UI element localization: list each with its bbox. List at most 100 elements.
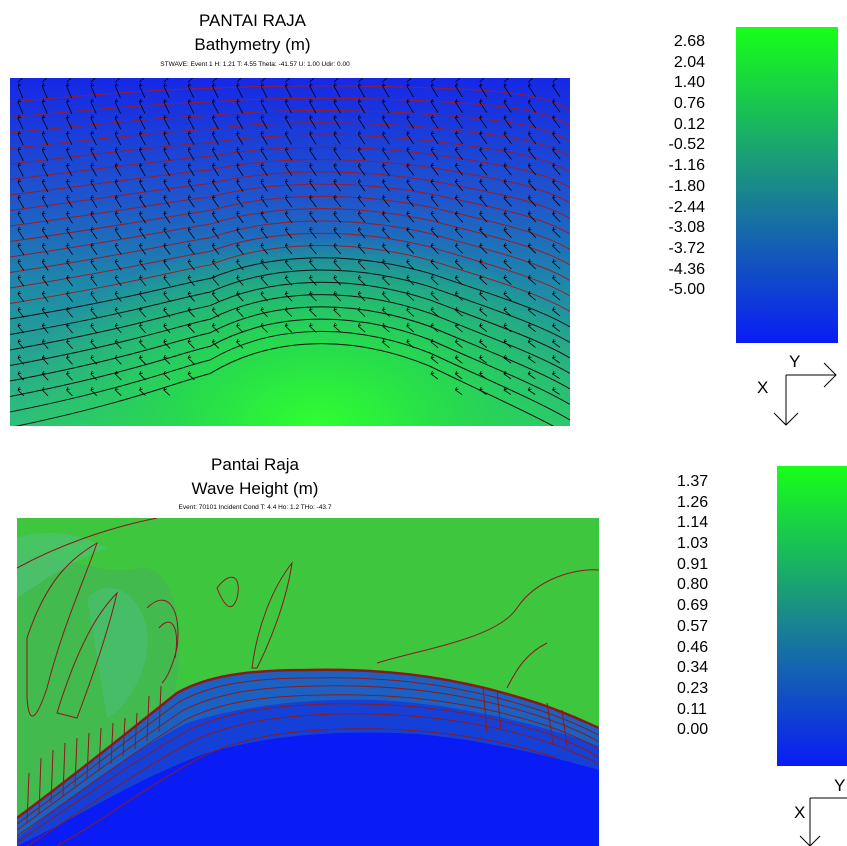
- wave-vector: [382, 306, 390, 317]
- wave-vector: [41, 210, 49, 224]
- wave-vector: [260, 162, 268, 177]
- wave-vector: [211, 258, 220, 271]
- legend-tick-label: -2.44: [668, 198, 705, 216]
- wave-vector: [333, 78, 340, 83]
- wave-vector: [333, 146, 341, 161]
- wave-vector: [479, 290, 488, 301]
- wave-vector: [139, 386, 146, 396]
- wave-vector: [284, 130, 293, 145]
- wave-vector: [406, 210, 415, 223]
- contour-line: [10, 281, 570, 359]
- wave-vector: [552, 226, 561, 238]
- wave-vector: [552, 242, 561, 254]
- wave-vector: [503, 322, 512, 333]
- wave-vector: [527, 114, 537, 129]
- wave-vector: [260, 210, 268, 224]
- wave-vector: [357, 114, 366, 129]
- wave-vector: [284, 226, 293, 239]
- wave-vector: [357, 210, 366, 223]
- wave-vector: [357, 130, 366, 145]
- wave-vector: [90, 130, 97, 146]
- wave-vector: [163, 322, 171, 334]
- wave-vector: [454, 130, 463, 145]
- wave-vector: [236, 274, 244, 286]
- wave-vector: [163, 338, 171, 349]
- wave-vector: [211, 322, 220, 333]
- legend-tick-label: 1.37: [677, 473, 709, 490]
- wave-vector: [260, 290, 268, 302]
- wave-vector: [163, 98, 170, 114]
- wave-vector: [479, 162, 488, 176]
- contour-line: [10, 269, 570, 343]
- wave-vector: [187, 130, 195, 145]
- wave-vector: [454, 194, 464, 207]
- wave-vector: [479, 370, 487, 380]
- wave-vector: [479, 306, 488, 317]
- legend-tick-label: -3.08: [668, 219, 705, 237]
- chart1-caption: STWAVE: Event 1 H: 1.21 T: 4.55 Theta: -…: [160, 61, 350, 68]
- wave-vector: [406, 306, 415, 317]
- wave-vector: [357, 82, 366, 98]
- wave-vector: [454, 338, 463, 348]
- wave-vector: [333, 258, 342, 270]
- wave-vector: [114, 242, 122, 255]
- wave-vector: [552, 274, 561, 285]
- wave-vector: [309, 210, 317, 223]
- wave-vector: [552, 146, 561, 160]
- wave-vector: [527, 354, 536, 364]
- wave-vector: [17, 290, 25, 303]
- wave-vector: [211, 146, 219, 161]
- legend-tick-label: 2.04: [673, 53, 705, 71]
- wave-vector: [552, 78, 558, 83]
- wave-vector: [17, 370, 25, 381]
- wave-vector: [41, 114, 48, 130]
- wave-vector: [211, 274, 220, 286]
- wave-vector: [236, 226, 244, 239]
- wave-vector: [552, 210, 561, 223]
- wave-vector: [284, 306, 293, 317]
- wave-vector: [479, 114, 488, 129]
- wave-vector: [552, 114, 561, 129]
- wave-vector: [357, 306, 366, 317]
- wave-vector: [163, 78, 169, 83]
- contour-line: [10, 171, 570, 219]
- chart1-subtitle: Bathymetry (m): [194, 35, 311, 54]
- wave-vector: [527, 82, 536, 98]
- wave-vector: [552, 338, 561, 348]
- wave-vector: [236, 290, 244, 302]
- wave-vector: [552, 258, 561, 270]
- wave-vector: [503, 338, 512, 348]
- wave-vector: [66, 130, 73, 146]
- wave-vector: [527, 274, 537, 285]
- wave-vector: [211, 226, 220, 239]
- wave-vector: [309, 242, 317, 255]
- wave-vector: [260, 194, 268, 208]
- wave-vector: [211, 306, 220, 318]
- wave-vector: [503, 162, 512, 176]
- wave-vector: [139, 178, 146, 193]
- wave-vector: [527, 370, 536, 380]
- wave-vector: [90, 146, 97, 161]
- wave-vector: [90, 274, 98, 287]
- wave-vector: [357, 146, 366, 161]
- wave-vector: [454, 178, 464, 192]
- wave-vector: [236, 194, 244, 208]
- wave-vector: [333, 178, 342, 192]
- wave-vector: [333, 226, 342, 239]
- wave-vector: [90, 338, 98, 349]
- wave-vector: [163, 242, 171, 255]
- wave-vector: [357, 290, 366, 302]
- wave-vector: [284, 322, 293, 333]
- wave-vector: [139, 274, 147, 287]
- wave-vector: [406, 274, 415, 286]
- wave-vector: [430, 178, 439, 192]
- wave-height-plot: [17, 518, 599, 846]
- wave-vector: [66, 114, 73, 130]
- wave-vector: [309, 82, 317, 98]
- wave-vector: [527, 322, 536, 333]
- wave-vector: [41, 146, 49, 161]
- wave-vector: [66, 370, 73, 381]
- wave-vector: [309, 98, 317, 114]
- wave-vector: [479, 386, 487, 396]
- wave-vector: [455, 78, 461, 83]
